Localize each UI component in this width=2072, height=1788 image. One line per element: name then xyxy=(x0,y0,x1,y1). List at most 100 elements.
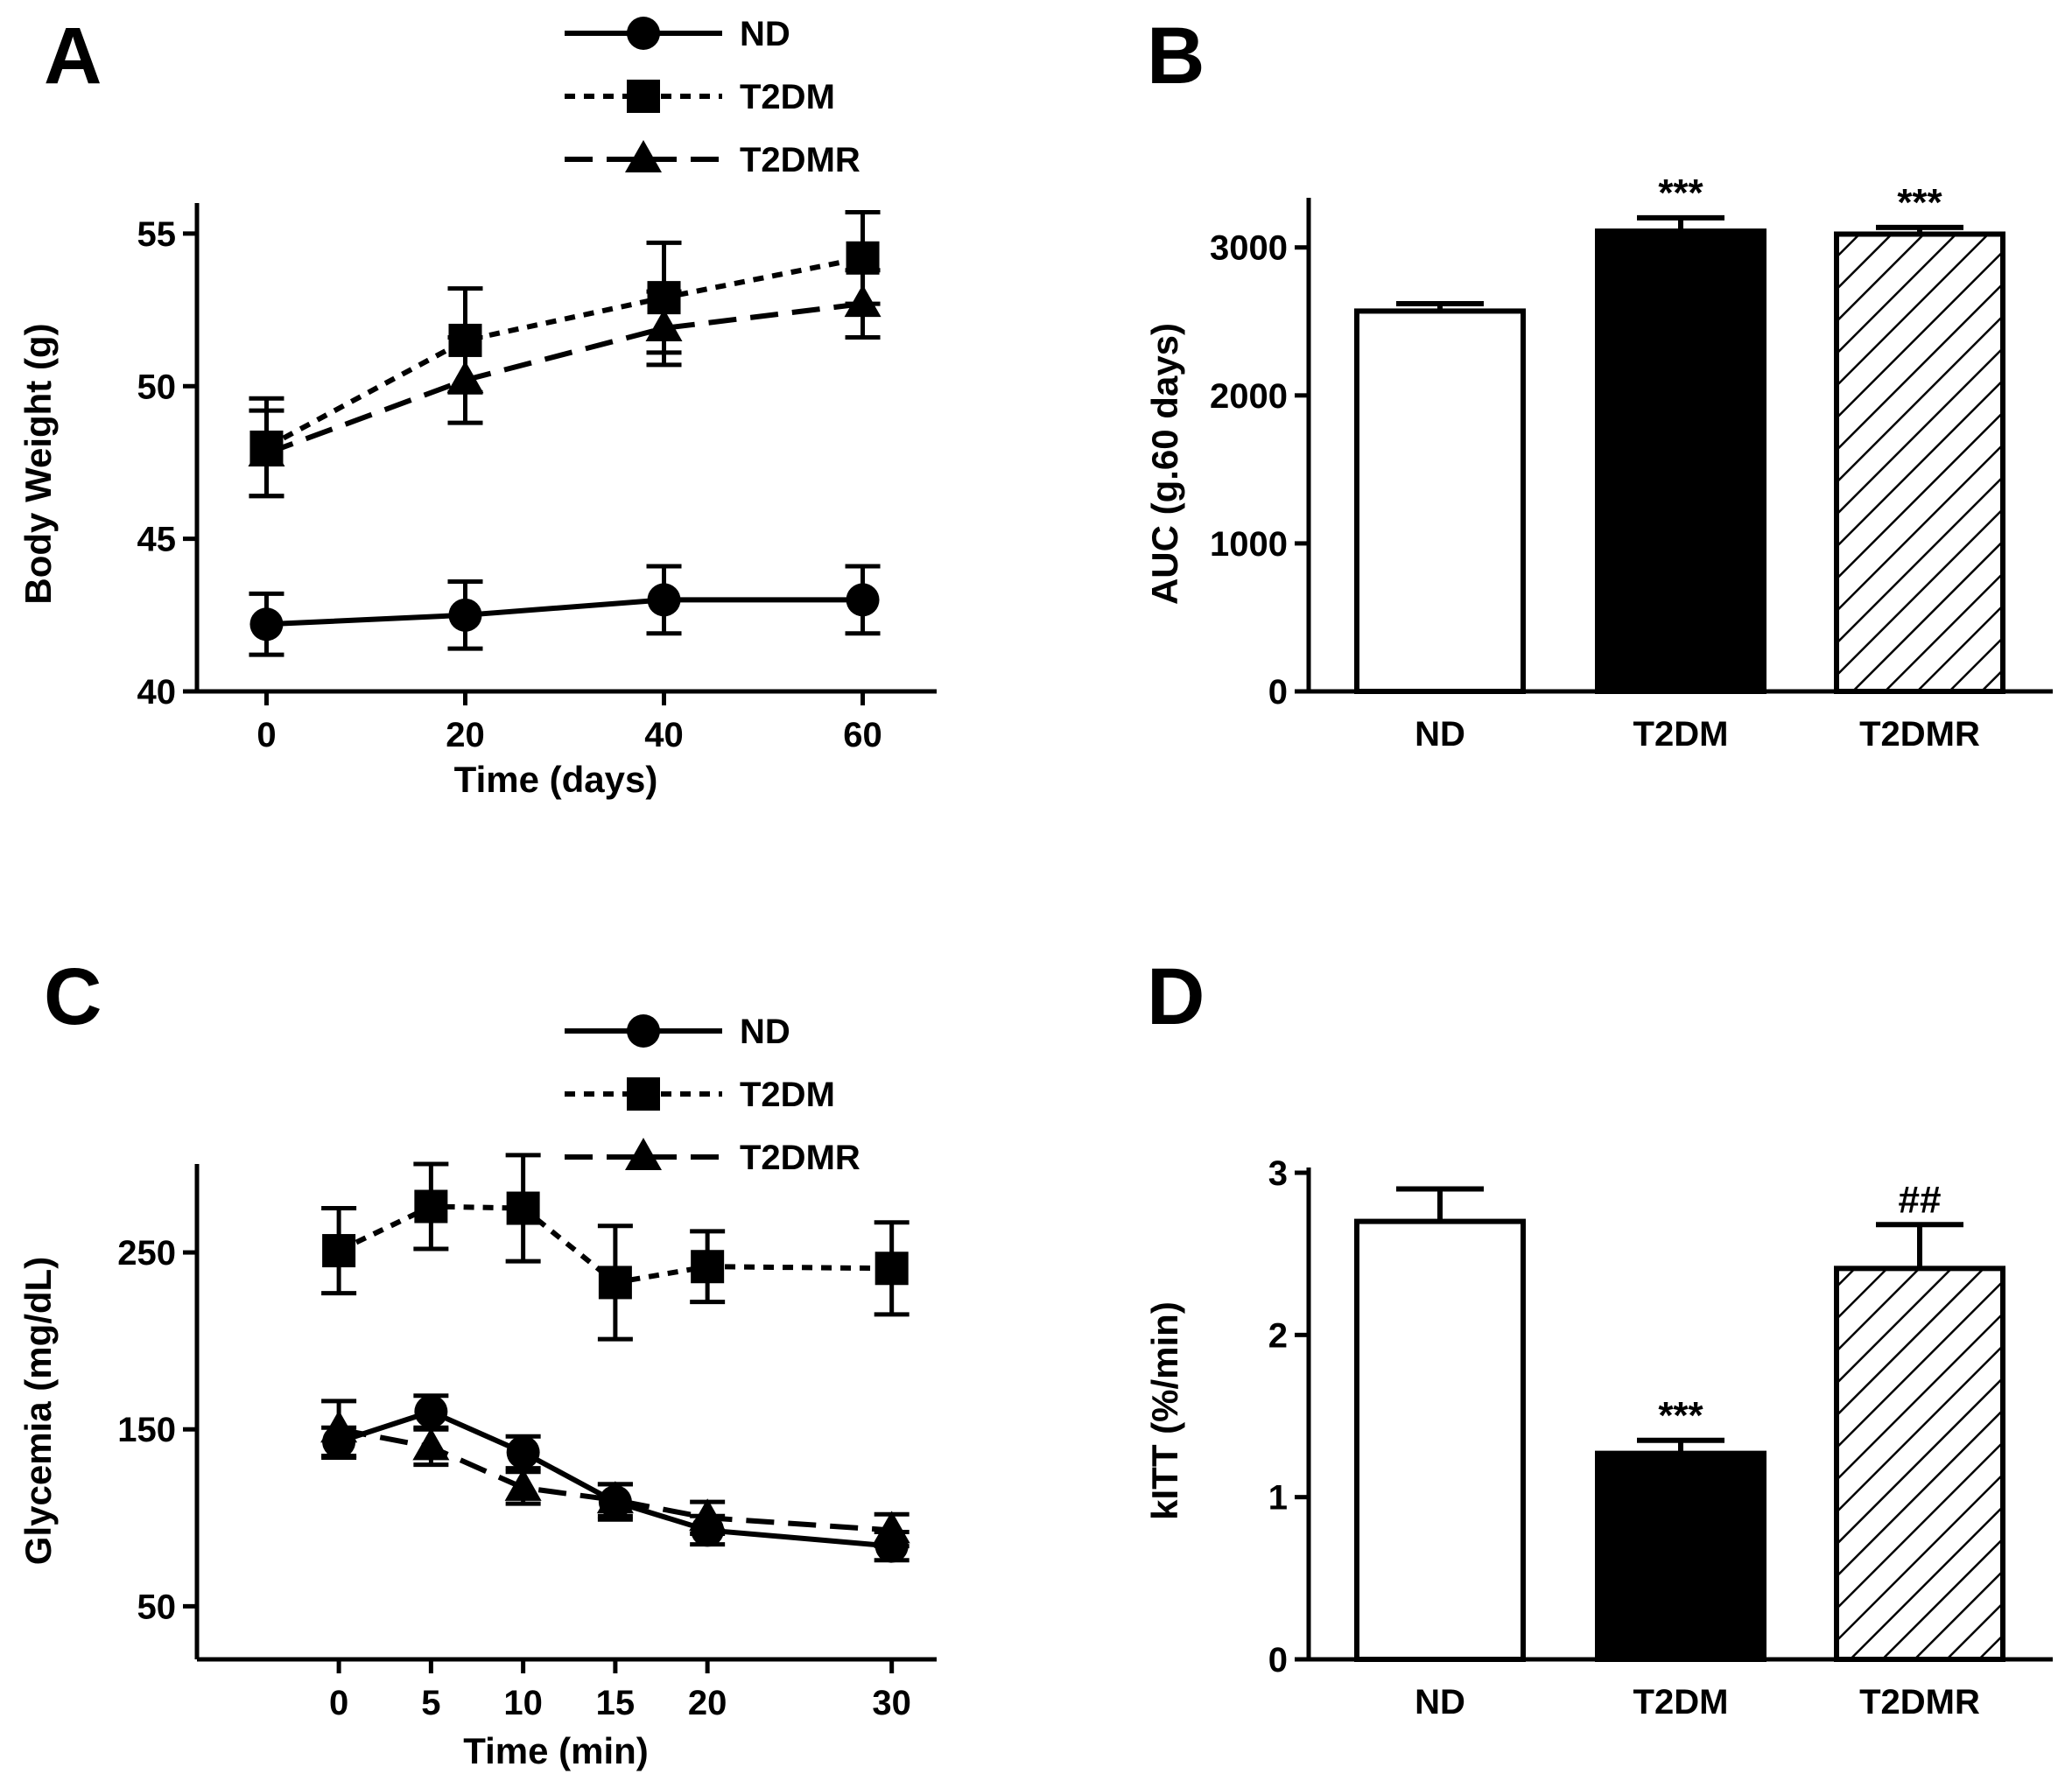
significance-label: *** xyxy=(1658,172,1703,214)
legend-label-t2dmr: T2DMR xyxy=(740,141,860,179)
legend-marker-t2dm xyxy=(627,80,660,113)
bar-nd xyxy=(1354,1218,1526,1662)
bar-group-t2dm: T2DM *** xyxy=(1595,172,1766,754)
x-tick-label: 10 xyxy=(503,1684,543,1722)
x-tick-label: 30 xyxy=(872,1684,911,1722)
legend-marker-t2dmr xyxy=(625,1138,662,1170)
data-point xyxy=(689,1498,727,1532)
bar-group-t2dm: T2DM *** xyxy=(1595,1394,1766,1721)
legend-label-nd: ND xyxy=(740,15,790,53)
x-tick-label: 15 xyxy=(596,1684,636,1722)
data-point xyxy=(414,1189,448,1224)
panel-letter: A xyxy=(44,11,102,101)
data-point xyxy=(598,1266,632,1300)
legend-label-t2dm: T2DM xyxy=(740,78,835,116)
y-tick-label: 50 xyxy=(137,368,177,406)
x-tick-label: 20 xyxy=(688,1684,727,1722)
y-axis-label: Body Weight (g) xyxy=(18,323,59,604)
legend-marker-nd xyxy=(627,1014,660,1048)
legend-label-nd: ND xyxy=(740,1013,790,1051)
x-tick-label: 5 xyxy=(421,1684,440,1722)
data-point xyxy=(320,1410,358,1443)
data-point xyxy=(414,1395,448,1428)
legend-marker-t2dmr xyxy=(625,140,662,172)
data-point xyxy=(412,1427,450,1461)
data-point xyxy=(504,1468,542,1501)
bar-nd xyxy=(1354,308,1526,694)
y-tick-label: 150 xyxy=(117,1411,176,1449)
legend: ND T2DM T2DMR xyxy=(565,15,860,179)
y-tick-label: 250 xyxy=(117,1234,176,1273)
bar-group-nd: ND xyxy=(1354,1186,1526,1721)
series-t2dmr xyxy=(248,268,881,499)
x-tick-label: 40 xyxy=(644,716,684,754)
bar-t2dmr xyxy=(1834,1266,2005,1662)
x-tick-label: ND xyxy=(1415,1683,1465,1721)
data-point xyxy=(846,583,880,617)
legend-label-t2dm: T2DM xyxy=(740,1076,835,1114)
y-tick-label: 2 xyxy=(1268,1316,1288,1355)
data-point xyxy=(506,1435,540,1469)
y-tick-label: 50 xyxy=(137,1588,177,1626)
panel-letter: B xyxy=(1147,11,1205,101)
y-axis-label: AUC (g.60 days) xyxy=(1144,323,1185,605)
series-t2dmr xyxy=(320,1399,910,1549)
series-nd xyxy=(321,1393,910,1563)
bar-t2dm xyxy=(1595,228,1766,694)
x-axis-label: Time (days) xyxy=(454,759,658,800)
bar-group-nd: ND xyxy=(1354,300,1526,754)
series-t2dm xyxy=(321,1153,910,1342)
data-point xyxy=(322,1234,356,1268)
bar-t2dmr xyxy=(1834,231,2005,694)
data-point xyxy=(874,1252,909,1286)
x-tick-label: T2DM xyxy=(1633,1683,1729,1721)
x-tick-label: T2DMR xyxy=(1859,1683,1980,1721)
data-point xyxy=(448,598,482,632)
legend-label-t2dmr: T2DMR xyxy=(740,1139,860,1177)
y-tick-label: 0 xyxy=(1268,1641,1288,1679)
series-line-t2dmr xyxy=(265,301,863,456)
data-point xyxy=(645,308,683,341)
panel-d: D 0 1 2 3 kITT (%/min) ND T2DM *** T2DMR ## xyxy=(1144,952,2053,1721)
x-tick-label: 20 xyxy=(446,716,485,754)
data-point xyxy=(873,1511,910,1544)
data-point xyxy=(446,361,484,394)
y-tick-label: 2000 xyxy=(1210,377,1288,416)
data-point xyxy=(506,1191,540,1225)
data-point xyxy=(647,583,681,617)
legend-marker-t2dm xyxy=(627,1077,660,1111)
data-point xyxy=(691,1250,725,1284)
y-tick-label: 45 xyxy=(137,521,177,559)
panel-c: C 50 150 250 0 5 10 15 20 30 Time (min) Glycemia (m… xyxy=(18,952,937,1771)
y-axis-label: kITT (%/min) xyxy=(1144,1301,1185,1520)
data-point xyxy=(248,433,285,466)
series-nd xyxy=(249,564,881,657)
y-tick-label: 1000 xyxy=(1210,525,1288,564)
x-tick-label: 0 xyxy=(329,1684,348,1722)
panel-letter: C xyxy=(44,952,102,1041)
y-tick-label: 3000 xyxy=(1210,229,1288,268)
bar-group-t2dmr: T2DMR *** xyxy=(1834,181,2005,754)
y-tick-label: 1 xyxy=(1268,1479,1288,1518)
legend-marker-nd xyxy=(627,17,660,50)
bar-group-t2dmr: T2DMR ## xyxy=(1834,1178,2005,1721)
x-tick-label: 0 xyxy=(256,716,276,754)
bar-t2dm xyxy=(1595,1450,1766,1663)
panel-letter: D xyxy=(1147,952,1205,1041)
data-point xyxy=(249,607,284,642)
significance-label: *** xyxy=(1658,1394,1703,1437)
y-tick-label: 40 xyxy=(137,673,177,712)
legend: ND T2DM T2DMR xyxy=(565,1013,860,1177)
x-axis-label: Time (min) xyxy=(463,1730,649,1771)
significance-label: *** xyxy=(1897,181,1942,224)
series-line-nd xyxy=(266,597,863,628)
x-tick-label: T2DMR xyxy=(1859,715,1980,754)
x-tick-label: T2DM xyxy=(1633,715,1729,754)
data-point xyxy=(844,284,881,318)
x-tick-label: ND xyxy=(1415,715,1465,754)
y-tick-label: 0 xyxy=(1268,673,1288,712)
series-line-t2dm xyxy=(265,255,864,450)
x-tick-label: 60 xyxy=(843,716,882,754)
